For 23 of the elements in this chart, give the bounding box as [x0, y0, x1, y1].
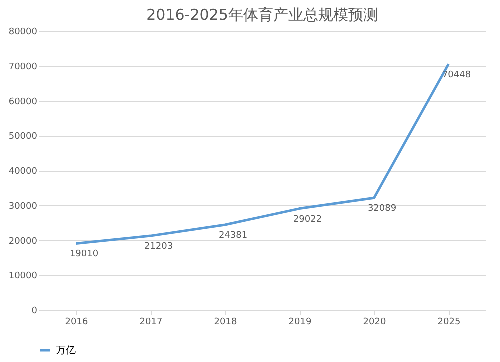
y-tick-label: 0	[32, 306, 38, 316]
x-tick-label: 2017	[140, 318, 163, 328]
x-tick-label: 2020	[363, 318, 386, 328]
y-tick-label: 40000	[8, 167, 38, 177]
y-tick-label: 20000	[8, 236, 38, 247]
y-tick-label: 30000	[8, 202, 38, 212]
data-label: 70448	[442, 70, 472, 80]
data-label: 32089	[368, 204, 397, 214]
y-tick-label: 80000	[8, 28, 38, 38]
y-tick-label: 10000	[8, 272, 38, 282]
legend-label: 万亿	[56, 346, 76, 356]
data-label: 19010	[70, 250, 99, 260]
y-tick-label: 60000	[8, 97, 38, 108]
x-tick-label: 2016	[65, 318, 88, 328]
x-tick-label: 2025	[438, 318, 461, 328]
data-label: 21203	[144, 242, 174, 252]
y-tick-label: 70000	[8, 62, 38, 72]
x-tick-label: 2019	[288, 318, 312, 328]
chart-title: 2016-2025年体育产业总规模预测	[146, 6, 378, 24]
x-tick-label: 2018	[214, 318, 238, 328]
y-tick-label: 50000	[8, 132, 38, 142]
data-label: 29022	[293, 214, 322, 225]
data-label: 24381	[218, 230, 248, 241]
